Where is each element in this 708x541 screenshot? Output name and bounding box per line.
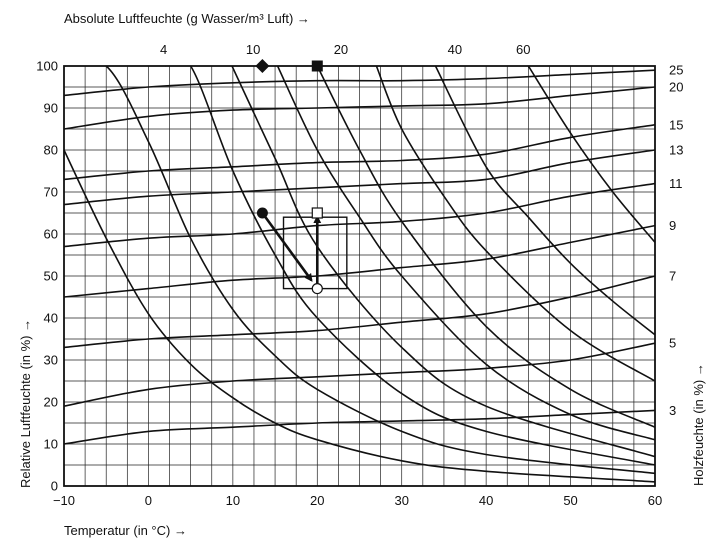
top-tick-label: 4 — [160, 42, 167, 57]
y-tick-label: 80 — [44, 143, 58, 158]
wood-moisture-curve — [64, 69, 655, 97]
plot-frame — [63, 65, 656, 487]
top-tick-label: 40 — [448, 42, 462, 57]
x-tick-label: 10 — [226, 493, 240, 508]
absolute-humidity-curve — [527, 66, 655, 243]
curves — [64, 66, 655, 483]
y-tick-label: 40 — [44, 311, 58, 326]
right-tick-label: 15 — [669, 117, 683, 132]
plot-border — [63, 65, 656, 487]
right-tick-label: 9 — [669, 218, 676, 233]
open-square-marker — [311, 207, 323, 219]
right-tick-label: 3 — [669, 403, 676, 418]
right-tick-label: 11 — [669, 176, 683, 191]
top-tick-label: 20 — [334, 42, 348, 57]
arrow — [261, 212, 313, 282]
square-marker — [311, 60, 323, 72]
wood-moisture-curve — [64, 409, 655, 445]
absolute-humidity-curve — [64, 149, 655, 483]
right-tick-label: 20 — [669, 80, 683, 95]
top-tick-label: 10 — [246, 42, 260, 57]
right-tick-label: 25 — [669, 63, 683, 78]
x-tick-label: −10 — [53, 493, 75, 508]
diamond-marker — [255, 59, 270, 73]
top-axis-label: Absolute Luftfeuchte (g Wasser/m³ Luft) … — [64, 11, 310, 26]
overlay-markers — [255, 59, 348, 295]
x-axis-label: Temperatur (in °C) → — [64, 523, 187, 538]
absolute-humidity-curve — [165, 66, 655, 466]
wood-moisture-curve — [64, 149, 655, 206]
wood-moisture-curve — [64, 182, 655, 248]
x-tick-label: 20 — [310, 493, 324, 508]
absolute-humidity-curve — [231, 66, 655, 458]
y-tick-label: 0 — [51, 479, 58, 494]
y-tick-label: 50 — [44, 269, 58, 284]
y-tick-label: 70 — [44, 185, 58, 200]
y-tick-label: 60 — [44, 227, 58, 242]
y-axis-label: Relative Luftfeuchte (in %) → — [18, 319, 33, 488]
absolute-humidity-curve — [64, 66, 655, 475]
y-tick-label: 30 — [44, 353, 58, 368]
x-tick-label: 50 — [563, 493, 577, 508]
x-tick-label: 0 — [145, 493, 152, 508]
right-tick-label: 7 — [669, 269, 676, 284]
y-tick-label: 100 — [36, 59, 58, 74]
wood-moisture-curve — [64, 342, 655, 407]
open-circle-marker — [311, 283, 323, 295]
y2-axis-label: Holzfeuchte (in %) → — [691, 363, 706, 486]
x-tick-label: 30 — [394, 493, 408, 508]
absolute-humidity-curve — [276, 66, 655, 441]
wood-moisture-curve — [64, 86, 655, 130]
x-tick-label: 40 — [479, 493, 493, 508]
right-tick-label: 5 — [669, 336, 676, 351]
absolute-humidity-curve — [316, 66, 655, 428]
absolute-humidity-curve — [434, 66, 655, 336]
right-tick-label: 13 — [669, 143, 683, 158]
top-tick-label: 60 — [516, 42, 530, 57]
x-tick-label: 60 — [648, 493, 662, 508]
wood-moisture-curve — [64, 124, 655, 181]
wood-moisture-curve — [64, 224, 655, 298]
y-tick-label: 90 — [44, 101, 58, 116]
gridlines — [63, 65, 656, 487]
circle-marker — [256, 207, 268, 219]
y-tick-label: 20 — [44, 395, 58, 410]
y-tick-label: 10 — [44, 437, 58, 452]
curve-group — [64, 66, 655, 483]
absolute-humidity-curve — [375, 66, 655, 382]
wood-moisture-curve — [64, 275, 655, 349]
